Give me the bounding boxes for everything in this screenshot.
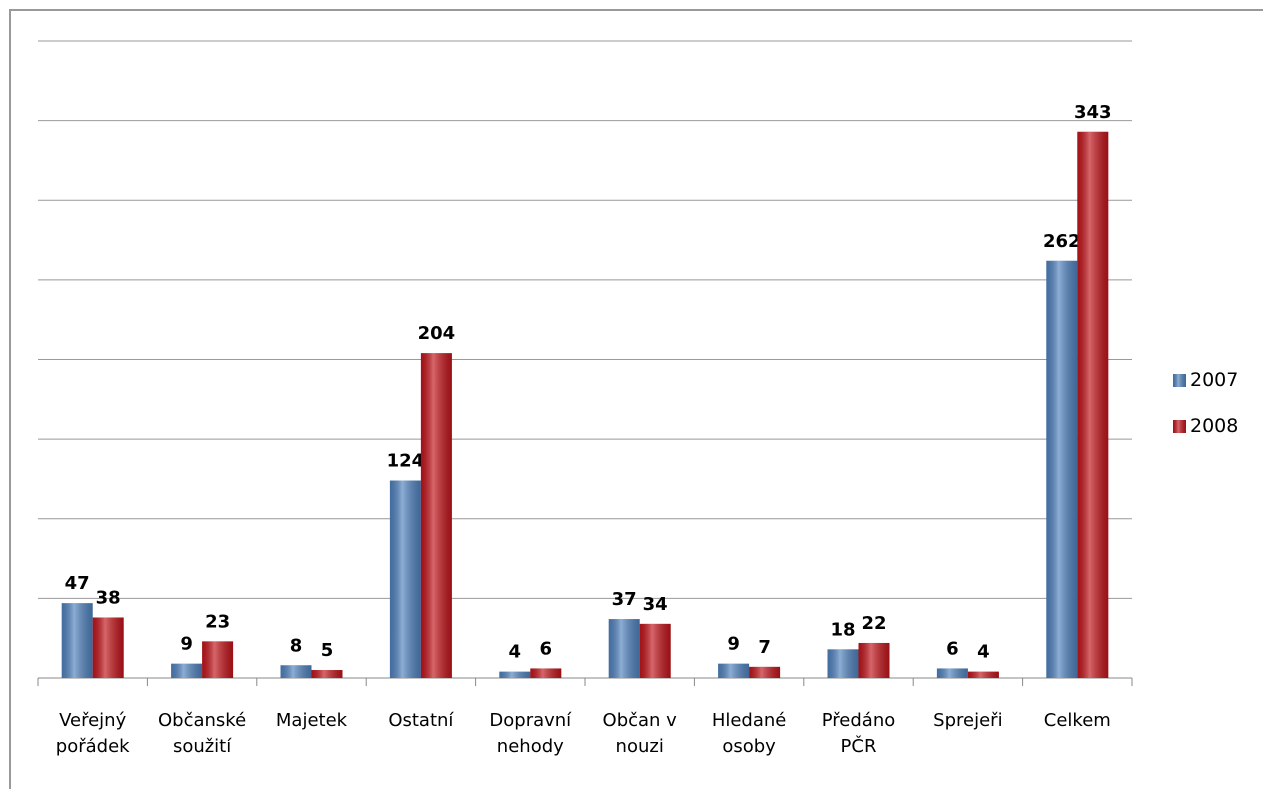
data-label: 262	[1043, 231, 1081, 252]
bar-shine	[749, 666, 781, 678]
data-label: 4	[509, 642, 522, 663]
bar-shine	[827, 649, 859, 678]
data-label: 6	[946, 638, 959, 659]
bar-shine	[1046, 260, 1078, 678]
legend-label: 2008	[1190, 415, 1239, 437]
data-label: 204	[418, 323, 456, 344]
x-tick-label: Předáno PČR	[821, 710, 896, 757]
data-label: 22	[861, 613, 886, 634]
bar-shine	[499, 671, 531, 678]
bar-shine	[1077, 131, 1109, 678]
data-label: 124	[387, 451, 425, 472]
x-tick-label: Ostatní	[388, 710, 454, 731]
x-tick-label: Majetek	[275, 710, 348, 731]
x-tick-label: Sprejeři	[933, 710, 1003, 731]
data-label: 9	[180, 634, 193, 655]
data-label: 37	[612, 589, 637, 610]
bar-shine	[858, 642, 890, 678]
data-label: 5	[321, 640, 334, 661]
data-label: 343	[1074, 102, 1112, 123]
data-label: 47	[65, 573, 90, 594]
bar-shine	[639, 623, 671, 678]
x-tick-label: Celkem	[1043, 710, 1111, 731]
bar-shine	[171, 663, 203, 678]
bar-shine	[936, 668, 968, 678]
data-label: 9	[727, 634, 740, 655]
bar-shine	[61, 603, 93, 678]
bar-shine	[718, 663, 750, 678]
legend-swatch-shine	[1173, 420, 1186, 433]
bar-shine	[311, 670, 343, 678]
data-label: 34	[643, 594, 668, 615]
x-tick-label: Veřejný pořádek	[55, 710, 130, 757]
data-label: 7	[758, 637, 771, 658]
bar-shine	[608, 619, 640, 678]
bar-shine	[420, 353, 452, 678]
bar-shine	[92, 617, 124, 678]
x-tick-label: Dopravní nehody	[489, 710, 572, 757]
x-tick-label: Občan v nouzi	[602, 710, 677, 757]
data-label: 18	[830, 619, 855, 640]
bar-shine	[202, 641, 234, 678]
data-label: 23	[205, 611, 230, 632]
x-tick-label: Hledané osoby	[711, 710, 787, 757]
bar-shine	[967, 671, 999, 678]
bar-shine	[280, 665, 312, 678]
bar-shine	[389, 480, 421, 678]
data-label: 4	[977, 642, 990, 663]
data-label: 38	[96, 587, 121, 608]
legend-swatch-shine	[1173, 374, 1186, 387]
x-tick-label: Občanské soužití	[158, 710, 247, 757]
frame	[9, 9, 1263, 789]
bar-shine	[530, 668, 562, 678]
data-label: 6	[540, 638, 553, 659]
legend-label: 2007	[1190, 369, 1239, 391]
data-label: 8	[290, 635, 303, 656]
